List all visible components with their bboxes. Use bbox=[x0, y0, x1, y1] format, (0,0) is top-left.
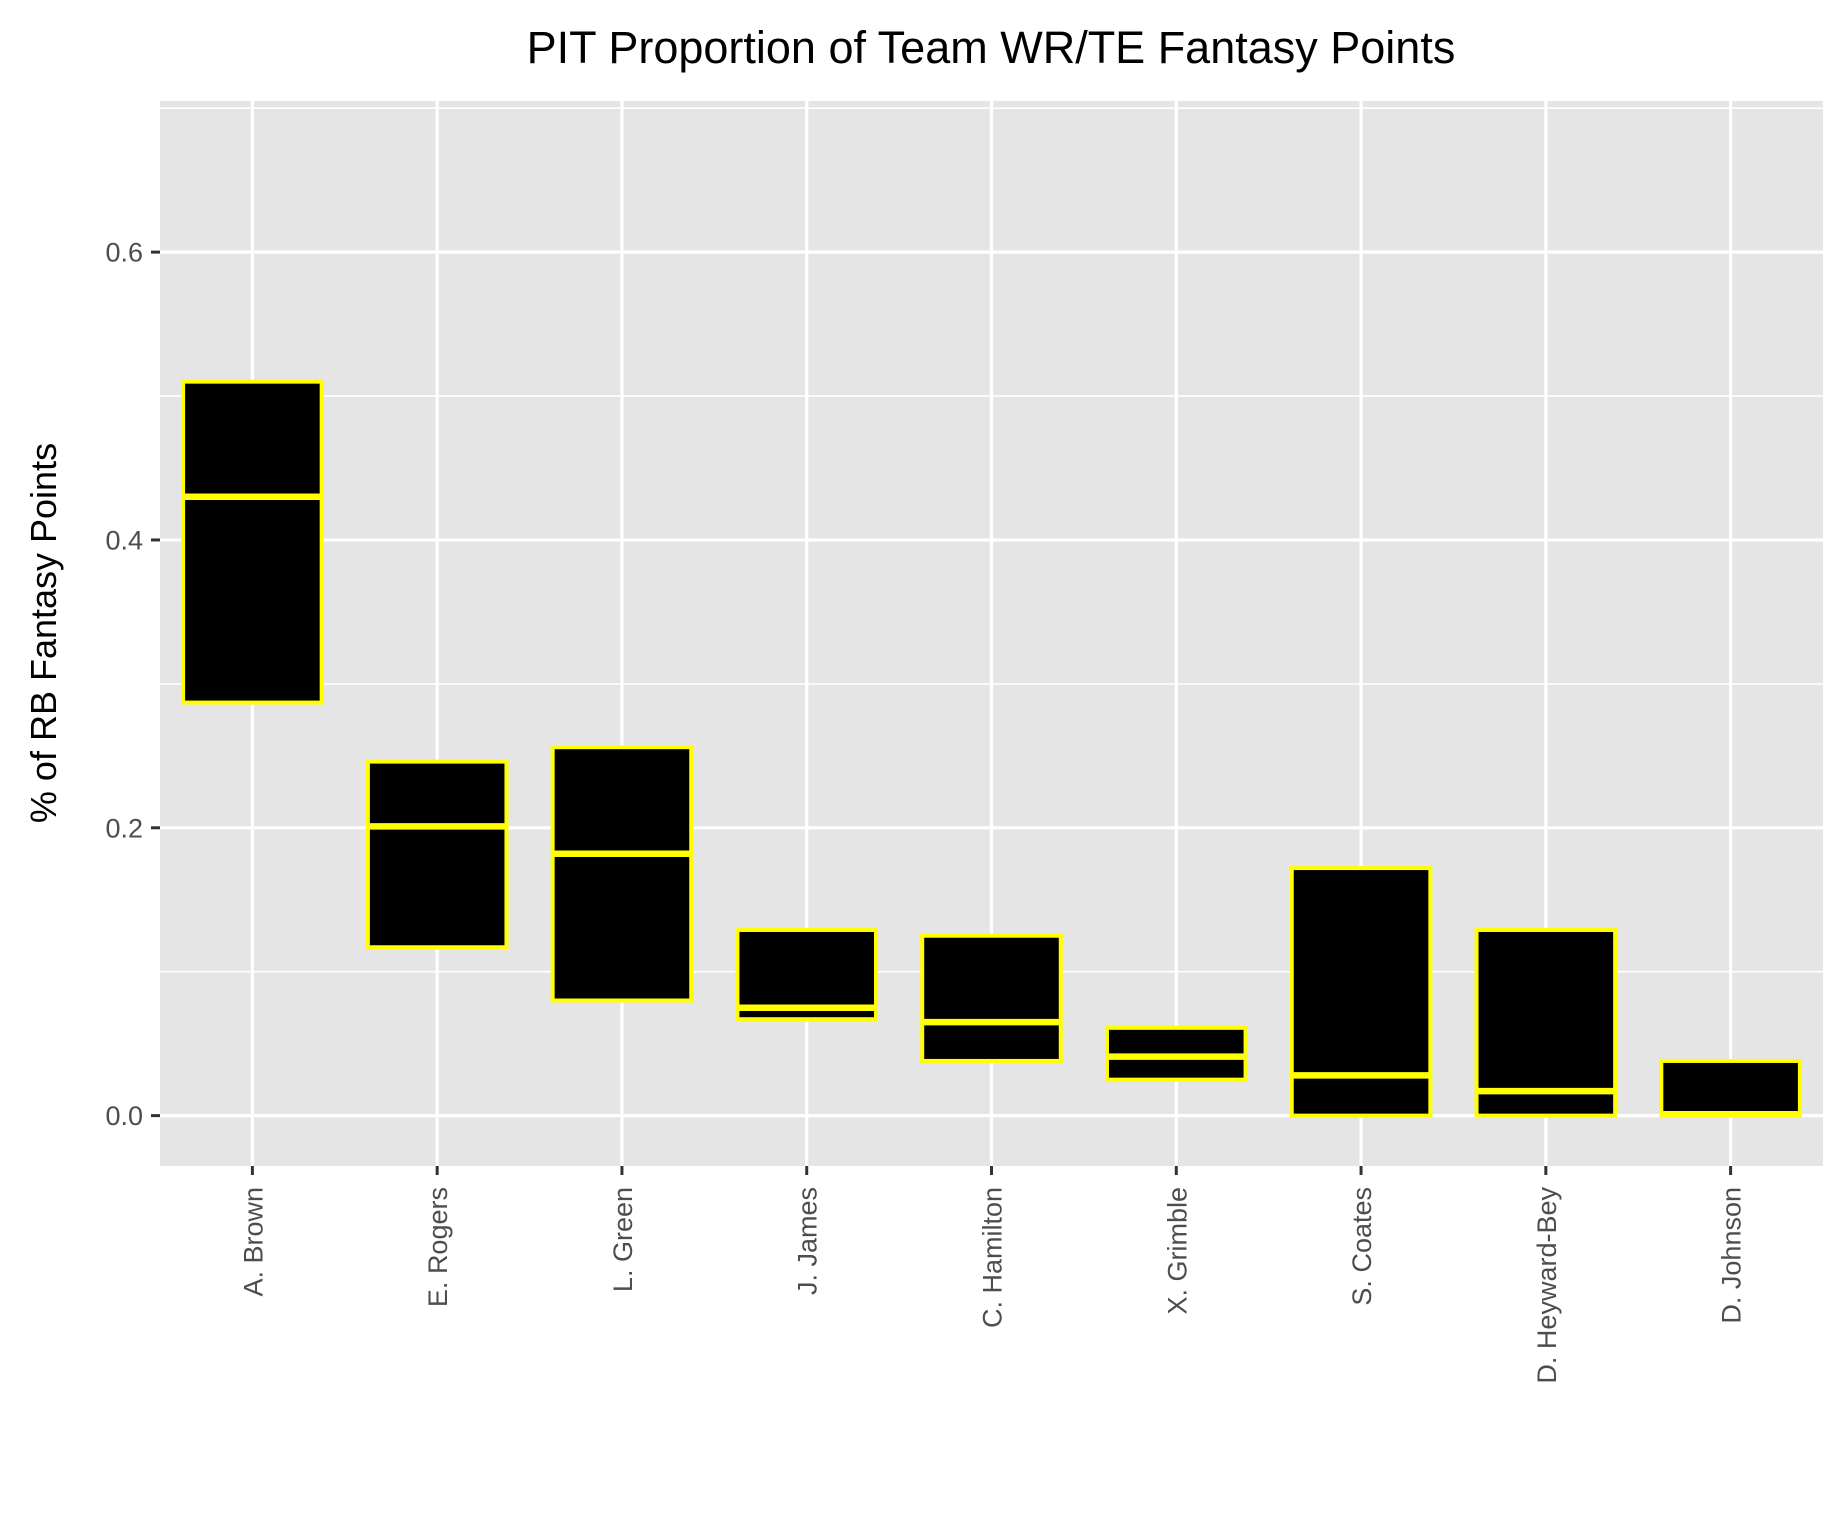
box-d-heyward-bey bbox=[1474, 927, 1618, 1118]
x-axis: A. Brown E. Rogers L. Green J. James C. Hami… bbox=[238, 1166, 1747, 1384]
y-tick-label: 0.4 bbox=[105, 525, 143, 555]
x-tick-label: D. Johnson bbox=[1717, 1187, 1747, 1324]
y-axis: 0.0 0.2 0.4 0.6 bbox=[105, 238, 160, 1131]
box-c-hamilton bbox=[920, 933, 1063, 1063]
x-tick-label: E. Rogers bbox=[423, 1187, 453, 1307]
x-tick-label: L. Green bbox=[608, 1187, 638, 1292]
box-e-rogers bbox=[365, 759, 509, 950]
x-tick-label: X. Grimble bbox=[1162, 1187, 1192, 1315]
y-tick-label: 0.6 bbox=[105, 238, 143, 268]
boxes-layer bbox=[181, 379, 1802, 1118]
x-tick-label: J. James bbox=[793, 1187, 823, 1295]
x-tick-label: S. Coates bbox=[1347, 1187, 1377, 1306]
box-d-johnson bbox=[1659, 1058, 1802, 1118]
x-tick-label: C. Hamilton bbox=[978, 1187, 1008, 1328]
box-a-brown bbox=[181, 379, 324, 705]
y-tick-label: 0.0 bbox=[105, 1101, 143, 1131]
chart-title: PIT Proportion of Team WR/TE Fantasy Poi… bbox=[527, 22, 1456, 73]
box-j-james bbox=[735, 927, 879, 1022]
y-tick-label: 0.2 bbox=[105, 813, 143, 843]
box-l-green bbox=[550, 745, 694, 1003]
x-tick-label: A. Brown bbox=[238, 1187, 268, 1297]
x-tick-label: D. Heyward-Bey bbox=[1532, 1187, 1562, 1384]
y-axis-title: % of RB Fantasy Points bbox=[23, 443, 64, 823]
